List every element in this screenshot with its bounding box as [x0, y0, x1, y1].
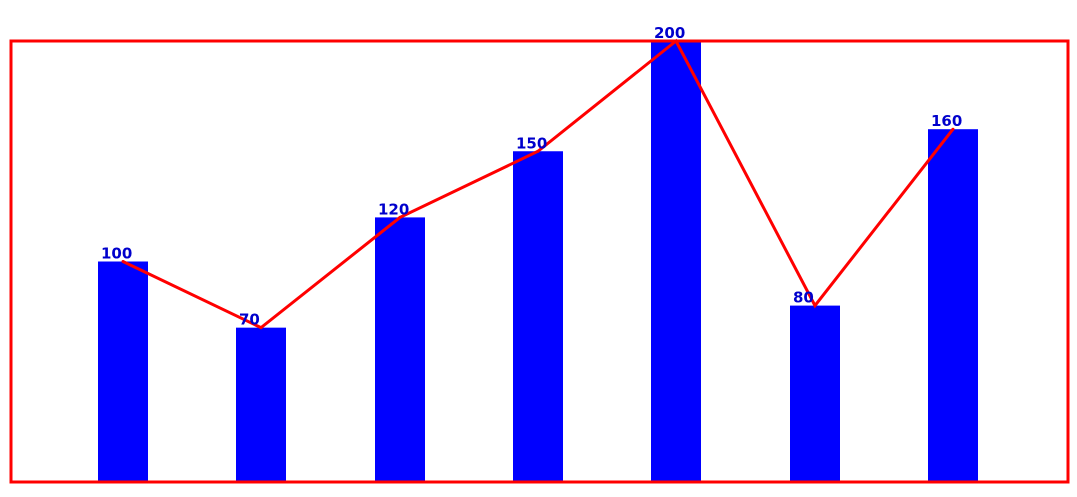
data-label-2: 120: [378, 200, 409, 218]
bar-3: [513, 151, 563, 482]
line-point-3: [536, 149, 540, 153]
bar-1: [236, 327, 286, 482]
bar-2: [375, 217, 425, 482]
bar-4: [651, 41, 701, 482]
labels-layer: 100 70 120 150 200 80 160: [101, 24, 962, 329]
data-label-0: 100: [101, 245, 132, 263]
line-point-1: [259, 326, 263, 330]
line-point-2: [398, 215, 402, 219]
data-label-5: 80: [793, 289, 814, 307]
bar-6: [928, 129, 978, 482]
line-point-5: [813, 304, 817, 308]
line-point-0: [121, 260, 125, 263]
data-label-3: 150: [516, 134, 547, 152]
line-layer: [121, 38, 955, 330]
bar-5: [790, 305, 840, 482]
bar-0: [98, 261, 148, 482]
plot-frame: [9, 39, 1070, 484]
data-label-6: 160: [931, 112, 962, 130]
bars-layer: [98, 41, 978, 482]
data-label-1: 70: [239, 311, 260, 329]
data-label-4: 200: [654, 24, 685, 42]
line-point-6: [951, 127, 955, 131]
